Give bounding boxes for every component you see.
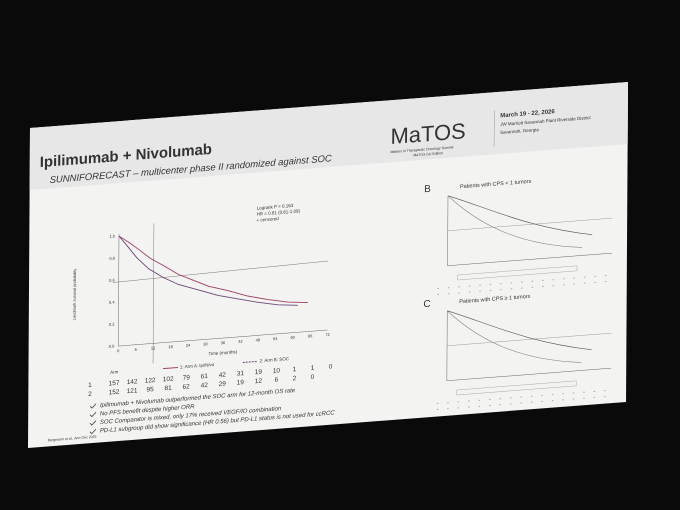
y-tick-label: 0.8 (109, 255, 115, 260)
at-risk-count: 79 (183, 374, 191, 382)
at-risk-count: 157 (109, 380, 120, 388)
at-risk-count: 42 (219, 371, 227, 379)
panel-legend (457, 265, 578, 281)
median-line (112, 260, 329, 283)
legend-item: 1: Arm A: Ipi/Nivo (180, 362, 215, 370)
header-band (29, 81, 629, 190)
at-risk-count: 29 (219, 380, 227, 388)
check-icon (89, 412, 97, 418)
at-risk-count: 19 (255, 369, 263, 377)
at-risk-count: 81 (165, 385, 173, 393)
axes (118, 234, 328, 347)
date: March 19 - 22, 2026 (500, 109, 555, 119)
at-risk-count: 31 (237, 370, 245, 378)
x-tick-label: 60 (290, 334, 295, 339)
at-risk-count: 61 (201, 373, 209, 381)
at-risk-count: 12 (255, 378, 263, 386)
stats-text: HR = 0.81 (0.61-1.09) (257, 208, 301, 216)
at-risk-count: 6 (275, 376, 279, 383)
panel-median-line (447, 217, 613, 231)
logo-line: Matters in Therapeutic Oncology Summit (390, 145, 453, 154)
panel-legend (456, 380, 577, 396)
x-tick-label: 0 (117, 348, 120, 353)
x-tick-label: 72 (325, 332, 330, 337)
at-risk-count: 2 (293, 375, 297, 382)
x-tick-label: 18 (168, 344, 173, 349)
legend-item: 2: Arm B: SOC (260, 356, 290, 363)
panel-title: Patients with CPS < 1 tumors (460, 179, 532, 191)
panel-curve (447, 310, 592, 350)
check-icon (89, 429, 97, 435)
citation: Bergmann et al., Ann Onc 2025 (48, 435, 97, 443)
panel-median-line (447, 332, 612, 346)
at-risk-count: 102 (163, 376, 174, 384)
at-risk-arm: 1 (88, 382, 92, 389)
x-tick-label: 24 (186, 343, 191, 348)
at-risk-count: 19 (237, 379, 245, 387)
panel-title: Patients with CPS ≥ 1 tumors (459, 294, 530, 305)
panel-curve (447, 195, 583, 248)
slide: Ipilimumab + Nivolumab SUNNIFORECAST – m… (27, 81, 629, 448)
y-tick-label: 0.4 (109, 299, 115, 304)
km-curve-arm-b (118, 235, 298, 306)
at-risk-count: 121 (127, 387, 138, 395)
at-risk-count: 1 (311, 365, 315, 372)
panel-label: B (424, 184, 431, 196)
check-icon (89, 420, 97, 426)
location: Savannah, Georgia (500, 127, 539, 135)
x-tick-label: 54 (273, 336, 278, 341)
y-tick-label: 0.2 (109, 321, 115, 326)
y-tick-label: 0.6 (109, 277, 115, 282)
y-tick-label: 1.0 (109, 233, 115, 238)
km-curve-arm-a (118, 235, 308, 303)
panel-curve (447, 195, 593, 235)
at-risk-arm: 2 (88, 391, 92, 398)
at-risk-count: 1 (293, 366, 297, 373)
at-risk-count: 95 (146, 386, 154, 394)
stats-text: Logrank P = 0.163 (257, 203, 294, 211)
x-tick-label: 12 (151, 345, 156, 350)
logo: MaTOS (391, 118, 466, 149)
legend-swatch (242, 360, 258, 364)
panel-axes (446, 310, 612, 382)
x-tick-label: 66 (308, 333, 313, 338)
x-tick-label: 48 (256, 337, 261, 342)
at-risk-count: 0 (329, 363, 333, 370)
at-risk-count: 142 (127, 378, 138, 386)
x-tick-label: 6 (135, 347, 138, 352)
y-tick-label: 0.0 (109, 343, 115, 348)
y-axis-label: Landmark survival probability (72, 269, 77, 321)
panel-curve (447, 310, 582, 363)
km-chart: Landmark survival probability Time (mont… (72, 223, 329, 375)
at-risk-count: 152 (109, 389, 120, 397)
stats-text: + censored (257, 216, 280, 223)
at-risk-count: 10 (273, 367, 281, 375)
x-tick-label: 42 (238, 339, 243, 344)
at-risk-count: 0 (311, 374, 315, 381)
check-icon (89, 403, 97, 409)
x-tick-label: 36 (221, 340, 226, 345)
legend-swatch (162, 366, 178, 370)
panel-axes (447, 195, 613, 267)
at-risk-count: 62 (183, 383, 191, 391)
at-risk-count: 42 (201, 382, 209, 390)
x-tick-label: 30 (203, 341, 208, 346)
logo-line: MaTOS GU Edition (413, 151, 443, 157)
x-axis-label: Time (months) (209, 349, 238, 356)
at-risk-count: 122 (145, 377, 156, 385)
panel-label: C (423, 299, 430, 311)
landmark-line (152, 223, 155, 364)
legend-title: Arm (110, 369, 118, 375)
